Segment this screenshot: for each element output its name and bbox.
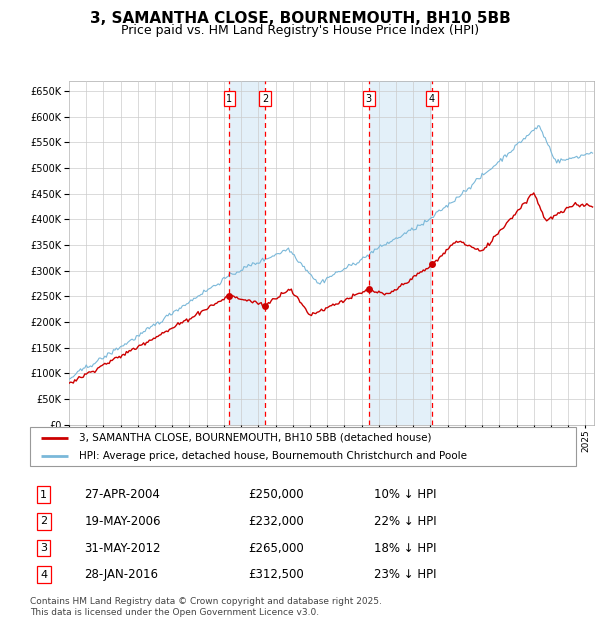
Text: 3: 3 bbox=[40, 543, 47, 553]
Text: £250,000: £250,000 bbox=[248, 488, 304, 501]
FancyBboxPatch shape bbox=[30, 427, 576, 466]
Text: 3, SAMANTHA CLOSE, BOURNEMOUTH, BH10 5BB (detached house): 3, SAMANTHA CLOSE, BOURNEMOUTH, BH10 5BB… bbox=[79, 433, 431, 443]
Text: 10% ↓ HPI: 10% ↓ HPI bbox=[374, 488, 436, 501]
Text: 22% ↓ HPI: 22% ↓ HPI bbox=[374, 515, 437, 528]
Text: £232,000: £232,000 bbox=[248, 515, 304, 528]
Text: 3, SAMANTHA CLOSE, BOURNEMOUTH, BH10 5BB: 3, SAMANTHA CLOSE, BOURNEMOUTH, BH10 5BB bbox=[89, 11, 511, 26]
Text: Price paid vs. HM Land Registry's House Price Index (HPI): Price paid vs. HM Land Registry's House … bbox=[121, 24, 479, 37]
Text: 3: 3 bbox=[366, 94, 372, 104]
Text: £312,500: £312,500 bbox=[248, 568, 304, 581]
Bar bbox=[229, 81, 265, 425]
Text: 1: 1 bbox=[226, 94, 232, 104]
Text: 31-MAY-2012: 31-MAY-2012 bbox=[85, 541, 161, 554]
Text: 28-JAN-2016: 28-JAN-2016 bbox=[85, 568, 158, 581]
Text: £265,000: £265,000 bbox=[248, 541, 304, 554]
Text: 4: 4 bbox=[40, 570, 47, 580]
Text: 18% ↓ HPI: 18% ↓ HPI bbox=[374, 541, 436, 554]
Text: 4: 4 bbox=[429, 94, 435, 104]
Bar bbox=[369, 81, 432, 425]
Text: HPI: Average price, detached house, Bournemouth Christchurch and Poole: HPI: Average price, detached house, Bour… bbox=[79, 451, 467, 461]
Text: Contains HM Land Registry data © Crown copyright and database right 2025.
This d: Contains HM Land Registry data © Crown c… bbox=[30, 598, 382, 617]
Text: 23% ↓ HPI: 23% ↓ HPI bbox=[374, 568, 436, 581]
Text: 2: 2 bbox=[40, 516, 47, 526]
Text: 27-APR-2004: 27-APR-2004 bbox=[85, 488, 160, 501]
Text: 19-MAY-2006: 19-MAY-2006 bbox=[85, 515, 161, 528]
Text: 1: 1 bbox=[40, 490, 47, 500]
Text: 2: 2 bbox=[262, 94, 268, 104]
